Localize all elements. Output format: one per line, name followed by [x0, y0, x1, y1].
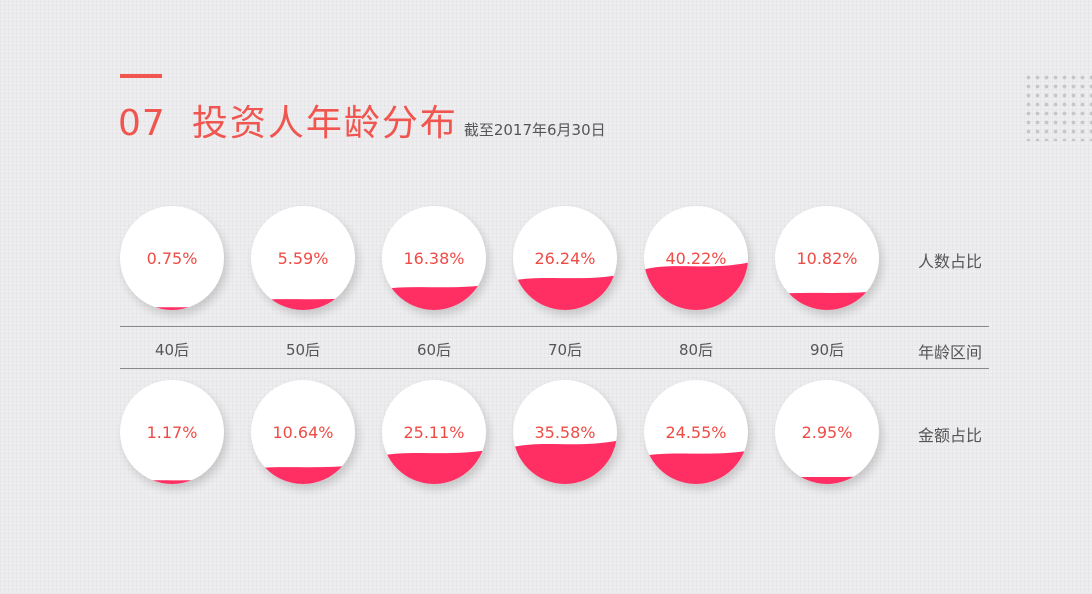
- row-title-headcount: 人数占比: [918, 252, 983, 271]
- bubble-fill-svg: [120, 306, 224, 310]
- bubble-fill: [120, 306, 224, 310]
- row-headcount: 人数占比 0.75% 5.59% 16.38% 26.24% 40.22% 10.82%: [0, 202, 1092, 322]
- value-label: 10.64%: [272, 422, 334, 442]
- category-label: 90后: [809, 341, 845, 359]
- subtitle-date: 截至2017年6月30日: [463, 121, 606, 139]
- liquid-bubble: 10.82%: [775, 206, 879, 310]
- bubble-circle: 24.55%: [644, 380, 748, 484]
- bubble-circle: 2.95%: [775, 380, 879, 484]
- bubble-fill-svg: [644, 450, 748, 484]
- bubble-circle: 1.17%: [120, 380, 224, 484]
- page-title: 07 投资人年龄分布 截至2017年6月30日: [118, 94, 606, 146]
- liquid-bubble: 16.38%: [382, 206, 486, 310]
- decorative-dot-grid: [1024, 73, 1092, 141]
- age-axis: 年龄区间 40后 50后 60后 70后 80后 90后: [0, 326, 1092, 370]
- value-label: 0.75%: [146, 248, 198, 268]
- liquid-bubble: 26.24%: [513, 206, 617, 310]
- bubble-fill-svg: [382, 450, 486, 484]
- bubble-fill: [644, 450, 748, 484]
- liquid-bubble: 40.22%: [644, 206, 748, 310]
- title-accent-bar: [120, 74, 162, 78]
- bubble-fill: [382, 450, 486, 484]
- bubble-fill-svg: [775, 475, 879, 484]
- category-label: 50后: [285, 341, 321, 359]
- axis-line-bottom: [120, 368, 989, 369]
- row-amount: 金额占比 1.17% 10.64% 25.11% 35.58% 24.55% 2.95%: [0, 376, 1092, 496]
- row-title-amount: 金额占比: [918, 426, 983, 445]
- liquid-bubble: 24.55%: [644, 380, 748, 484]
- liquid-bubble: 25.11%: [382, 380, 486, 484]
- bubble-fill-svg: [251, 465, 355, 484]
- liquid-bubble: 1.17%: [120, 380, 224, 484]
- bubble-fill-svg: [644, 262, 748, 310]
- category-label: 80后: [678, 341, 714, 359]
- value-label: 25.11%: [403, 422, 465, 442]
- bubble-fill: [513, 440, 617, 484]
- bubble-fill-svg: [513, 275, 617, 310]
- bubble-fill: [251, 297, 355, 310]
- bubble-circle: 16.38%: [382, 206, 486, 310]
- value-label: 24.55%: [665, 422, 727, 442]
- liquid-bubble: 5.59%: [251, 206, 355, 310]
- liquid-bubble: 10.64%: [251, 380, 355, 484]
- title-text: 投资人年龄分布: [191, 103, 458, 144]
- bubble-fill-svg: [513, 440, 617, 484]
- bubble-fill-svg: [251, 297, 355, 310]
- category-label: 60后: [416, 341, 452, 359]
- liquid-bubble: 2.95%: [775, 380, 879, 484]
- bubble-fill: [644, 262, 748, 310]
- bubble-circle: 5.59%: [251, 206, 355, 310]
- bubble-circle: 25.11%: [382, 380, 486, 484]
- bubble-circle: 0.75%: [120, 206, 224, 310]
- value-label: 5.59%: [277, 248, 329, 268]
- liquid-bubble: 0.75%: [120, 206, 224, 310]
- section-number: 07: [118, 103, 166, 144]
- value-label: 26.24%: [534, 248, 596, 268]
- bubble-fill: [775, 475, 879, 484]
- bubble-fill-svg: [120, 479, 224, 484]
- bubble-circle: 26.24%: [513, 206, 617, 310]
- bubble-circle: 40.22%: [644, 206, 748, 310]
- category-label: 70后: [547, 341, 583, 359]
- value-label: 10.82%: [796, 248, 858, 268]
- bubble-fill: [382, 285, 486, 310]
- value-label: 35.58%: [534, 422, 596, 442]
- bubble-fill: [120, 479, 224, 484]
- liquid-bubble: 35.58%: [513, 380, 617, 484]
- category-label: 40后: [154, 341, 190, 359]
- bubble-circle: 10.64%: [251, 380, 355, 484]
- value-label: 40.22%: [665, 248, 727, 268]
- bubble-circle: 10.82%: [775, 206, 879, 310]
- axis-line-top: [120, 326, 989, 327]
- bubble-fill: [513, 275, 617, 310]
- bubble-fill-svg: [775, 291, 879, 310]
- value-label: 2.95%: [801, 422, 853, 442]
- bubble-circle: 35.58%: [513, 380, 617, 484]
- value-label: 16.38%: [403, 248, 465, 268]
- value-label: 1.17%: [146, 422, 198, 442]
- bubble-fill-svg: [382, 285, 486, 310]
- axis-title: 年龄区间: [918, 343, 983, 362]
- bubble-fill: [775, 291, 879, 310]
- bubble-fill: [251, 465, 355, 484]
